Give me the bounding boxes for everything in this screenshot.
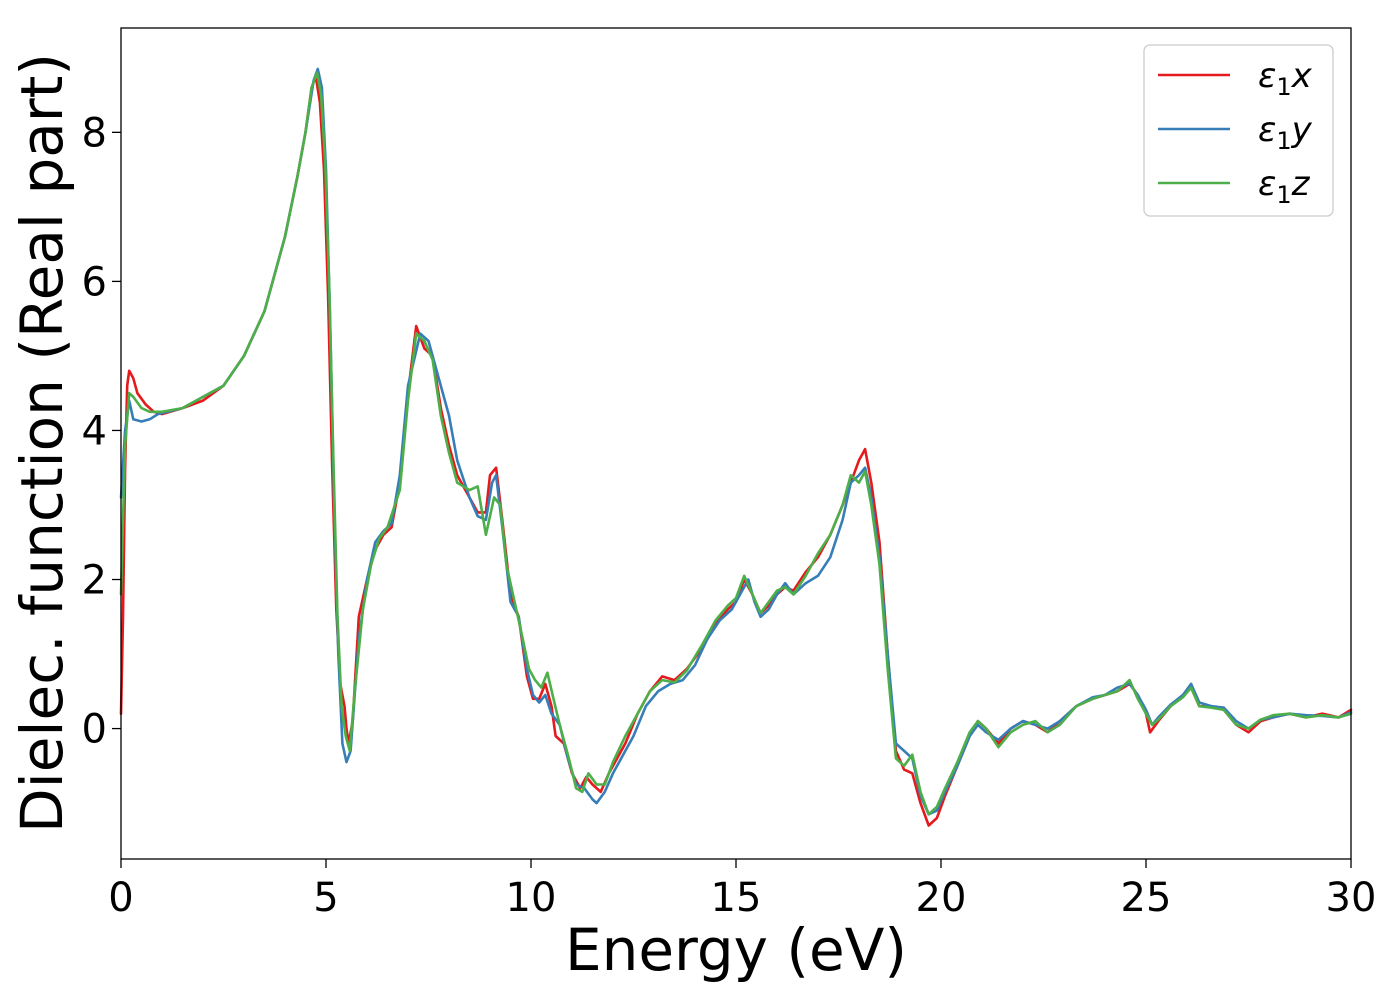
- legend-label-y: ε1y: [1258, 110, 1313, 155]
- x-tick-label: 25: [1121, 875, 1172, 921]
- legend-label-x: ε1x: [1258, 56, 1313, 101]
- legend-label-z: ε1z: [1258, 164, 1311, 209]
- y-tick-label: 6: [82, 259, 107, 305]
- x-tick-label: 15: [711, 875, 762, 921]
- y-tick-label: 2: [82, 558, 107, 604]
- x-tick-label: 20: [916, 875, 967, 921]
- legend-box: [1143, 44, 1334, 217]
- x-axis: 0 5 10 15 20 25 30: [108, 859, 1376, 921]
- series-lines: [119, 67, 1353, 827]
- y-axis-label: Dielec. function (Real part): [8, 53, 76, 833]
- x-tick-label: 5: [313, 875, 338, 921]
- y-tick-label: 8: [82, 110, 107, 156]
- y-axis: 0 2 4 6 8: [82, 110, 121, 753]
- x-axis-label: Energy (eV): [565, 916, 907, 984]
- x-tick-label: 30: [1326, 875, 1377, 921]
- x-tick-label: 0: [108, 875, 133, 921]
- y-tick-label: 4: [82, 408, 107, 454]
- legend: ε1x ε1y ε1z: [1143, 44, 1334, 217]
- series-line-z: [119, 71, 1353, 816]
- x-tick-label: 10: [506, 875, 557, 921]
- y-tick-label: 0: [82, 707, 107, 753]
